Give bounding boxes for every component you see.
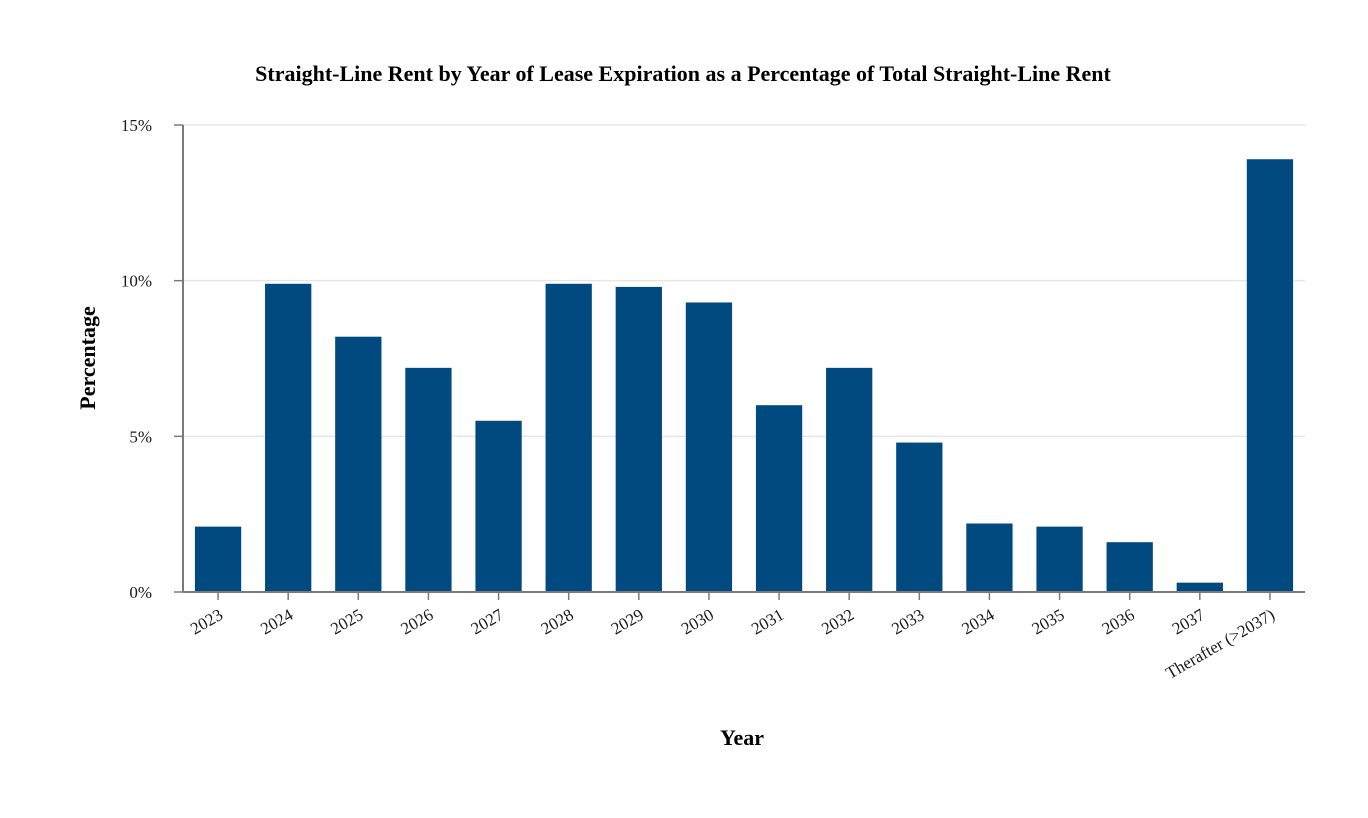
x-tick-label: 2037	[1169, 605, 1208, 639]
y-tick-label: 10%	[121, 272, 152, 291]
bar-2037	[1176, 582, 1223, 592]
x-tick-label: 2033	[888, 605, 927, 638]
bar-2025	[335, 336, 382, 592]
x-tick-label: 2027	[468, 605, 507, 639]
bar-2024	[265, 283, 312, 592]
y-tick-label: 15%	[121, 116, 152, 135]
bar-2034	[966, 523, 1013, 592]
bar-2035	[1036, 526, 1083, 592]
x-tick-label: 2025	[327, 605, 366, 638]
x-tick-label: 2034	[958, 605, 997, 639]
x-tick-label: 2026	[397, 605, 436, 638]
bars	[194, 159, 1294, 592]
x-tick-label: 2030	[678, 605, 717, 638]
bar-2028	[545, 283, 592, 592]
bar-2033	[896, 442, 943, 592]
x-tick-label: 2023	[187, 605, 226, 638]
bar-2026	[405, 367, 452, 592]
y-axis-label: Percentage	[75, 306, 100, 410]
x-tick-label: 2036	[1099, 605, 1138, 638]
x-tick-label: 2035	[1029, 605, 1068, 638]
bar-2027	[475, 420, 522, 592]
bar-2032	[826, 367, 873, 592]
x-axis-label: Year	[720, 725, 764, 750]
y-tick-label: 5%	[129, 427, 152, 446]
bar-2023	[194, 526, 242, 592]
x-tick-label: 2024	[257, 605, 296, 639]
chart-title: Straight-Line Rent by Year of Lease Expi…	[255, 61, 1111, 86]
x-ticks: 2023 2024 2025 2026 2027 2028 2029 2030 2031 2032…	[187, 592, 1278, 683]
axes	[182, 125, 1305, 593]
bar-2031	[755, 405, 803, 592]
bar-2030	[685, 302, 733, 592]
y-tick-label: 0%	[129, 583, 152, 602]
x-tick-label: 2032	[818, 605, 857, 638]
x-tick-label: 2028	[538, 605, 577, 638]
y-ticks: 0% 5% 10% 15%	[121, 116, 183, 602]
x-tick-label: 2031	[748, 605, 787, 638]
bar-2036	[1106, 542, 1153, 592]
bar-therafter-2037	[1246, 159, 1294, 592]
bar-2029	[615, 286, 662, 592]
x-tick-label: 2029	[608, 605, 647, 638]
